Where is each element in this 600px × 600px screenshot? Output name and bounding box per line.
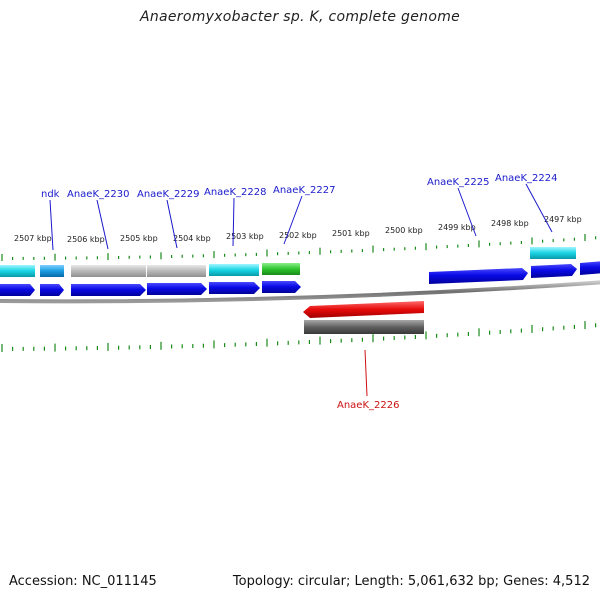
leader-line (283, 195, 303, 245)
gene-arrow[interactable] (429, 268, 528, 284)
gene-arrow[interactable] (262, 281, 301, 293)
gene-feature[interactable] (147, 265, 206, 277)
kbp-label: 2500 kbp (385, 226, 423, 235)
gene-feature[interactable] (0, 265, 35, 277)
gene-arrow[interactable] (0, 284, 35, 296)
kbp-label: 2499 kbp (438, 223, 476, 232)
kbp-labels: 2507 kbp 2506 kbp 2505 kbp 2504 kbp 2503… (14, 215, 582, 244)
gene-label-anaek-2227[interactable]: AnaeK_2227 (273, 185, 335, 196)
genome-backbone (0, 280, 600, 304)
gene-arrow[interactable] (580, 261, 600, 275)
leader-line (364, 349, 368, 397)
leader-line (96, 199, 109, 250)
leader-line (457, 187, 477, 237)
lower-tick-ring (1, 321, 597, 352)
gene-feature[interactable] (209, 264, 259, 276)
forward-strand-upper (0, 247, 576, 277)
genome-summary-text: Topology: circular; Length: 5,061,632 bp… (232, 574, 590, 589)
kbp-label: 2498 kbp (491, 219, 529, 228)
leader-line (49, 199, 54, 251)
gene-arrow[interactable] (531, 264, 577, 278)
gene-label-anaek-2228[interactable]: AnaeK_2228 (204, 187, 266, 198)
gene-labels: ndk AnaeK_2230 AnaeK_2229 AnaeK_2228 Ana… (41, 173, 557, 411)
kbp-label: 2506 kbp (67, 235, 105, 244)
gene-label-anaek-2225[interactable]: AnaeK_2225 (427, 177, 489, 188)
gene-label-anaek-2229[interactable]: AnaeK_2229 (137, 189, 199, 200)
leader-line (166, 199, 178, 249)
gene-feature[interactable] (71, 265, 146, 277)
leader-line (232, 197, 235, 247)
gene-label-anaek-2224[interactable]: AnaeK_2224 (495, 173, 557, 184)
gene-arrow[interactable] (71, 284, 146, 296)
gene-label-ndk[interactable]: ndk (41, 189, 60, 200)
gene-arrow-reverse[interactable] (303, 301, 424, 318)
gene-label-anaek-2226[interactable]: AnaeK_2226 (337, 400, 399, 411)
genome-title: Anaeromyxobacter sp. K, complete genome (139, 9, 461, 25)
gene-arrow[interactable] (147, 283, 207, 295)
accession-text: Accession: NC_011145 (9, 574, 157, 589)
upper-tick-ring (1, 234, 597, 261)
gene-feature[interactable] (304, 320, 424, 334)
forward-strand-lower (0, 261, 600, 296)
gene-feature[interactable] (262, 263, 300, 275)
kbp-label: 2502 kbp (279, 231, 317, 240)
gene-feature[interactable] (40, 265, 64, 277)
gene-arrow[interactable] (40, 284, 64, 296)
kbp-label: 2507 kbp (14, 234, 52, 243)
leader-line (525, 183, 553, 233)
reverse-strand (303, 301, 424, 334)
kbp-label: 2504 kbp (173, 234, 211, 243)
kbp-label: 2501 kbp (332, 229, 370, 238)
kbp-label: 2505 kbp (120, 234, 158, 243)
kbp-label: 2503 kbp (226, 232, 264, 241)
gene-label-anaek-2230[interactable]: AnaeK_2230 (67, 189, 129, 200)
label-leaders (49, 183, 553, 397)
kbp-label: 2497 kbp (544, 215, 582, 224)
gene-arrow[interactable] (209, 282, 260, 294)
gene-feature[interactable] (530, 247, 576, 259)
